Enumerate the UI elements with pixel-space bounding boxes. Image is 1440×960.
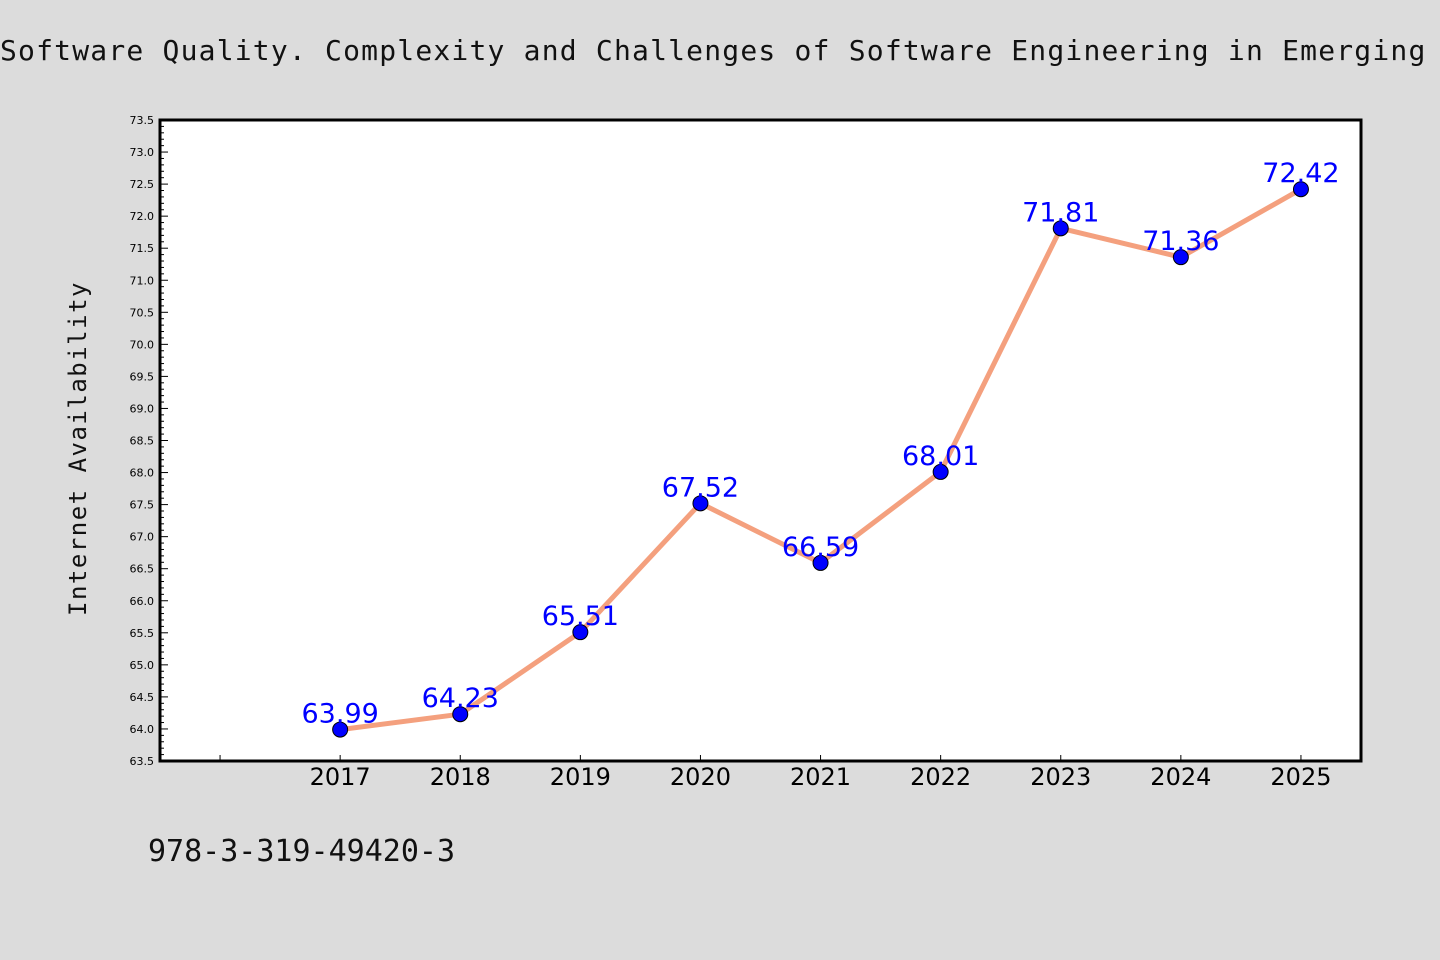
y-tick-label: 64.5	[130, 691, 155, 704]
data-label: 72.42	[1262, 158, 1339, 189]
y-tick-label: 66.5	[130, 563, 155, 576]
y-tick-label: 68.0	[130, 467, 155, 480]
y-tick-label: 69.5	[130, 370, 155, 383]
y-tick-label: 65.5	[130, 627, 155, 640]
isbn-label: 978-3-319-49420-3	[148, 834, 456, 869]
y-tick-label: 72.0	[130, 210, 155, 223]
data-point	[572, 624, 589, 641]
x-tick-label: 2017	[310, 763, 371, 791]
data-label: 65.51	[542, 601, 619, 632]
y-tick-label: 73.5	[130, 114, 155, 127]
y-tick-label: 64.0	[130, 723, 155, 736]
data-label: 68.01	[902, 441, 979, 472]
y-tick-label: 67.5	[130, 499, 155, 512]
data-point	[932, 463, 949, 480]
x-tick-label: 2020	[670, 763, 731, 791]
x-tick-label: 2019	[550, 763, 611, 791]
y-tick-label: 71.0	[130, 274, 155, 287]
y-tick-label: 63.5	[130, 755, 155, 768]
y-tick-label: 71.5	[130, 242, 155, 255]
x-tick-label: 2022	[910, 763, 971, 791]
y-tick-label: 69.0	[130, 402, 155, 415]
data-point	[812, 554, 829, 571]
y-tick-label: 72.5	[130, 178, 155, 191]
x-tick-label: 2021	[790, 763, 851, 791]
y-tick-label: 65.0	[130, 659, 155, 672]
x-tick-label: 2023	[1030, 763, 1091, 791]
data-label: 71.81	[1022, 197, 1099, 228]
data-point	[1292, 181, 1309, 198]
data-point	[452, 706, 469, 723]
data-label: 67.52	[662, 472, 739, 503]
data-label: 71.36	[1142, 226, 1219, 257]
data-point	[1052, 220, 1069, 237]
data-point	[332, 721, 349, 738]
y-tick-label: 67.0	[130, 531, 155, 544]
data-point	[1172, 249, 1189, 266]
y-tick-label: 70.0	[130, 338, 155, 351]
y-tick-label: 66.0	[130, 595, 155, 608]
data-point	[692, 495, 709, 512]
data-label: 66.59	[782, 532, 859, 563]
data-label: 63.99	[302, 699, 379, 730]
chart-title: Software Quality. Complexity and Challen…	[0, 34, 1427, 67]
y-axis-label: Internet Availability	[64, 281, 92, 616]
x-tick-label: 2018	[430, 763, 491, 791]
data-label: 64.23	[422, 683, 499, 714]
x-tick-label: 2025	[1270, 763, 1331, 791]
plot-area	[158, 118, 1363, 763]
y-tick-label: 73.0	[130, 146, 155, 159]
x-tick-label: 2024	[1150, 763, 1211, 791]
y-tick-label: 70.5	[130, 306, 155, 319]
y-tick-label: 68.5	[130, 435, 155, 448]
